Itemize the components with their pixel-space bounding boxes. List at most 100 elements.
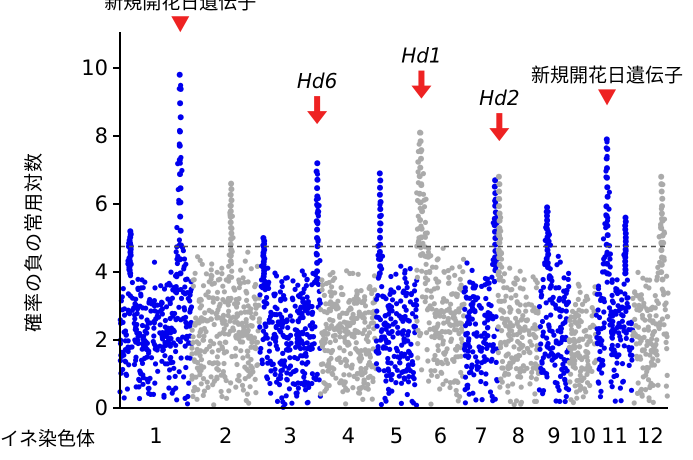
snp-point	[219, 271, 225, 277]
snp-point	[129, 307, 135, 313]
snp-point	[629, 352, 635, 358]
snp-point	[609, 292, 615, 298]
snp-point	[209, 349, 215, 355]
snp-point	[606, 189, 613, 195]
snp-point	[301, 272, 307, 278]
snp-point	[253, 311, 259, 317]
snp-point	[499, 328, 505, 334]
snp-point	[630, 332, 636, 339]
snp-point	[388, 377, 394, 383]
snp-point	[240, 387, 246, 393]
snp-point	[462, 306, 468, 312]
peak-snp-point	[314, 226, 321, 233]
snp-point	[533, 285, 540, 291]
peak-snp-point	[314, 176, 321, 183]
snp-point	[562, 365, 568, 371]
snp-point	[348, 320, 354, 326]
snp-point	[412, 282, 418, 288]
snp-point	[205, 384, 211, 390]
snp-point	[562, 319, 568, 325]
snp-point	[505, 383, 511, 389]
snp-point	[347, 305, 353, 311]
snp-point	[250, 369, 256, 375]
y-tick-label: 6	[95, 192, 108, 216]
peak-snp-point	[417, 164, 424, 171]
peak-snp-point	[491, 183, 498, 190]
snp-point	[288, 371, 294, 377]
snp-point	[395, 285, 402, 291]
snp-point	[244, 391, 250, 397]
snp-point	[612, 398, 618, 404]
snp-point	[514, 320, 520, 327]
snp-point	[621, 281, 627, 287]
snp-point	[534, 355, 540, 361]
snp-point	[159, 299, 165, 305]
peak-snp-point	[177, 270, 184, 277]
snp-point	[241, 304, 247, 310]
snp-point	[299, 360, 305, 366]
snp-point	[554, 262, 560, 268]
snp-point	[610, 348, 616, 354]
snp-point	[284, 318, 290, 324]
snp-point	[252, 302, 258, 308]
snp-point	[129, 344, 135, 350]
snp-point	[574, 395, 580, 401]
snp-point	[429, 372, 435, 378]
snp-point	[378, 401, 384, 408]
snp-point	[599, 296, 605, 302]
snp-point	[470, 285, 476, 291]
snp-point	[558, 326, 565, 332]
snp-point	[288, 332, 294, 338]
snp-point	[432, 352, 438, 359]
snp-point	[576, 283, 582, 289]
snp-point	[338, 359, 344, 365]
snp-point	[356, 356, 362, 362]
snp-point	[310, 334, 317, 340]
peak-snp-point	[491, 222, 498, 229]
snp-point	[282, 363, 288, 369]
snp-point	[320, 361, 326, 367]
snp-point	[280, 350, 286, 356]
snp-point	[329, 347, 336, 354]
snp-point	[152, 380, 158, 386]
snp-point	[165, 325, 171, 331]
snp-point	[374, 323, 380, 329]
snp-point	[277, 311, 283, 317]
peak-snp-point	[603, 155, 610, 162]
snp-point	[374, 314, 380, 320]
peak-snp-point	[496, 239, 503, 246]
snp-point	[170, 359, 176, 365]
snp-point	[558, 308, 565, 314]
snp-point	[285, 325, 291, 331]
snp-point	[183, 364, 189, 371]
snp-point	[600, 236, 607, 242]
x-tick-label: 4	[342, 424, 355, 448]
snp-point	[282, 296, 288, 302]
peak-annotations: 新規開花日遺伝子 Hd6 Hd1 Hd2 新規開花日遺伝子	[104, 0, 683, 142]
snp-point	[661, 322, 667, 328]
snp-point	[633, 341, 640, 347]
snp-point	[622, 305, 628, 311]
snp-point	[163, 304, 170, 310]
snp-point	[140, 381, 146, 387]
peak-snp-point	[603, 203, 610, 210]
snp-point	[173, 342, 179, 348]
snp-point	[337, 334, 343, 340]
snp-point	[650, 356, 656, 362]
arrow-head	[411, 85, 432, 99]
snp-point	[647, 313, 653, 319]
snp-point	[647, 384, 653, 391]
snp-point	[597, 394, 604, 400]
peak-snp-point	[658, 188, 665, 195]
snp-point	[199, 261, 205, 267]
snp-point	[464, 260, 470, 266]
snp-point	[302, 326, 308, 332]
snp-point	[636, 307, 643, 313]
snp-point	[424, 307, 431, 313]
peak-snp-point	[314, 259, 321, 266]
snp-point	[598, 388, 604, 394]
snp-point	[243, 317, 249, 323]
peak-snp-point	[177, 199, 184, 206]
snp-point	[320, 337, 326, 343]
snp-point	[384, 340, 390, 346]
